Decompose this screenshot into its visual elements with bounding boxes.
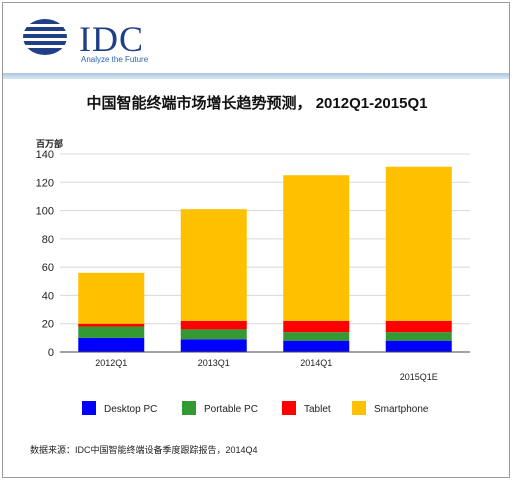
y-tick-label: 0	[48, 347, 54, 359]
bar-tablet	[78, 323, 145, 327]
y-tick-label: 80	[42, 234, 54, 246]
logo-tagline: Analyze the Future	[81, 55, 149, 64]
bar-portable-pc	[283, 332, 350, 341]
legend-label: Desktop PC	[104, 404, 157, 415]
y-tick-label: 20	[42, 319, 54, 331]
globe-icon	[21, 19, 71, 55]
legend-swatch	[82, 401, 96, 415]
bar-tablet	[180, 320, 247, 330]
chart-title: 中国智能终端市场增长趋势预测， 2012Q1-2015Q1	[86, 95, 428, 112]
bar-portable-pc	[180, 329, 247, 340]
bar-smartphone	[385, 166, 452, 321]
logo-text: IDC	[79, 19, 144, 59]
legend-swatch	[282, 401, 296, 415]
x-tick-label: 2015Q1E	[400, 372, 438, 382]
bar-tablet	[385, 320, 452, 333]
y-tick-label: 40	[42, 290, 54, 302]
bar-desktop-pc	[180, 339, 247, 352]
bar-desktop-pc	[385, 340, 452, 352]
source-note: 数据来源：IDC中国智能终端设备季度跟踪报告，2014Q4	[30, 445, 258, 455]
bar-tablet	[283, 320, 350, 333]
y-tick-label: 120	[36, 177, 54, 189]
x-tick-label: 2013Q1	[198, 358, 230, 368]
bar-portable-pc	[385, 332, 452, 341]
bar-smartphone	[180, 209, 247, 321]
bar-portable-pc	[78, 326, 145, 338]
legend-swatch	[352, 401, 366, 415]
header-divider	[3, 73, 509, 79]
legend-swatch	[182, 401, 196, 415]
idc-logo: IDC Analyze the Future	[21, 17, 161, 65]
bar-desktop-pc	[78, 337, 145, 352]
y-tick-label: 100	[36, 206, 54, 218]
y-tick-label: 60	[42, 262, 54, 274]
legend-label: Portable PC	[204, 404, 258, 415]
y-axis-label: 百万部	[36, 138, 63, 150]
x-tick-label: 2014Q1	[300, 358, 332, 368]
legend-label: Smartphone	[374, 404, 429, 415]
bar-smartphone	[78, 272, 145, 324]
y-tick-label: 140	[36, 149, 54, 161]
legend-label: Tablet	[304, 404, 331, 415]
header: IDC Analyze the Future	[3, 3, 509, 73]
x-tick-label: 2012Q1	[95, 358, 127, 368]
bar-desktop-pc	[283, 340, 350, 352]
bar-smartphone	[283, 175, 350, 321]
